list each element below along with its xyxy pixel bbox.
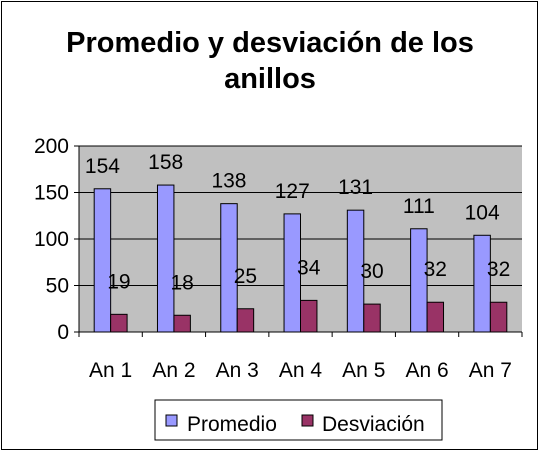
legend-swatch-promedio [165,414,178,427]
x-tick-label: An 5 [342,359,385,382]
bar-desviaci-n [489,301,508,333]
data-label-promedio: 127 [275,180,310,203]
x-tick-label: An 7 [469,359,512,382]
bar-desviaci-n [173,314,191,333]
chart-title-line-1: Promedio y desviación de los [66,27,474,59]
bar-desviaci-n [426,301,445,333]
x-tick-label: An 6 [405,359,448,382]
bar-promedio [93,188,112,333]
y-axis-ticks: 0 50 100 150 200 [34,135,79,344]
data-label-promedio: 138 [211,170,246,193]
data-label-desviaci-n: 34 [297,256,321,279]
y-tick-label: 200 [34,135,69,158]
chart-title-line-2: anillos [224,63,316,95]
bars [93,184,508,333]
value-labels: 154 19 158 18 138 25 127 34 131 30 111 32 104 32 [85,151,510,294]
data-label-promedio: 158 [148,151,183,174]
bar-promedio [473,234,491,333]
y-tick-label: 0 [57,321,69,344]
bar-desviaci-n [363,303,381,333]
x-tick-label: An 4 [279,359,323,382]
data-label-desviaci-n: 32 [424,258,447,281]
bar-desviaci-n [300,299,318,333]
data-label-promedio: 104 [465,201,500,224]
x-tick-label: An 3 [216,359,259,382]
legend-swatch-desviacion [301,414,314,427]
bar-desviaci-n [236,308,255,333]
data-label-desviaci-n: 30 [360,260,383,283]
legend-box [154,399,443,441]
legend-label-desviacion: Desviación [322,413,425,436]
y-tick-label: 50 [46,275,69,298]
x-axis-ticks: An 1 An 2 An 3 An 4 An 5 An 6 An 7 [78,332,523,382]
data-label-promedio: 131 [338,176,373,199]
data-label-desviaci-n: 25 [234,265,257,288]
y-tick-label: 100 [34,228,69,251]
data-label-promedio: 111 [403,195,435,218]
y-tick-label: 150 [34,182,69,205]
legend: Promedio Desviación [154,399,443,441]
data-label-desviaci-n: 18 [170,271,193,294]
data-label-desviaci-n: 32 [487,258,510,281]
data-label-promedio: 154 [85,155,120,178]
bar-desviaci-n [110,313,128,333]
x-tick-label: An 1 [89,359,132,382]
data-label-desviaci-n: 19 [107,270,130,293]
bar-promedio [156,184,175,333]
x-tick-label: An 2 [152,359,195,382]
legend-label-promedio: Promedio [187,413,277,436]
